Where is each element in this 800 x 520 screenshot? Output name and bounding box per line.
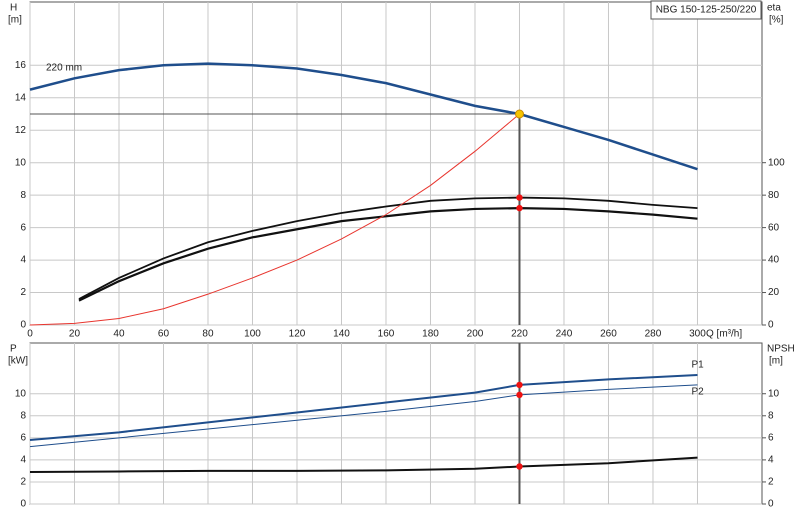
y-tick-label: 2	[20, 287, 26, 298]
x-tick-label: 300	[689, 329, 706, 340]
operating-point	[516, 391, 523, 399]
y2-tick-label: 0	[768, 320, 774, 331]
y2-axis-unit: [m]	[769, 356, 783, 367]
x-axis-label: Q [m³/h]	[706, 329, 742, 340]
y2-tick-label: 4	[768, 455, 774, 466]
x-tick-label: 160	[378, 329, 395, 340]
y2-tick-label: 40	[768, 255, 780, 266]
curve	[29, 384, 698, 448]
curve	[78, 207, 698, 302]
chart-title: NBG 150-125-250/220	[656, 5, 757, 16]
x-tick-label: 60	[158, 329, 170, 340]
plot-frame	[29, 1, 763, 326]
y-tick-label: 0	[20, 499, 26, 510]
y2-axis-label: NPSH	[767, 344, 795, 355]
y-tick-label: 4	[20, 455, 26, 466]
y-tick-label: 16	[15, 60, 27, 71]
y-tick-label: 14	[15, 92, 27, 103]
operating-point	[514, 109, 524, 119]
y-tick-label: 12	[15, 125, 27, 136]
y2-tick-label: 8	[768, 410, 774, 421]
y2-tick-label: 6	[768, 432, 774, 443]
y2-tick-label: 60	[768, 222, 780, 233]
x-tick-label: 140	[333, 329, 350, 340]
x-tick-label: 280	[645, 329, 662, 340]
x-tick-label: 120	[289, 329, 306, 340]
y2-tick-label: 20	[768, 287, 780, 298]
curve	[78, 196, 698, 300]
y-axis-unit: [m]	[8, 15, 22, 26]
curve-annotation: 220 mm	[46, 63, 82, 74]
x-tick-label: 260	[600, 329, 617, 340]
y-axis-unit: [kW]	[8, 356, 28, 367]
y-tick-label: 6	[20, 222, 26, 233]
y-tick-label: 10	[15, 157, 27, 168]
y-tick-label: 2	[20, 477, 26, 488]
curve	[29, 113, 520, 326]
y-tick-label: 0	[20, 320, 26, 331]
y2-tick-label: 0	[768, 499, 774, 510]
x-tick-label: 240	[556, 329, 573, 340]
x-tick-label: 100	[244, 329, 261, 340]
y-tick-label: 6	[20, 432, 26, 443]
x-tick-label: 20	[69, 329, 81, 340]
x-tick-label: 180	[422, 329, 439, 340]
series-label: P1	[691, 360, 704, 371]
series-label: P2	[691, 387, 704, 398]
operating-point	[516, 194, 523, 201]
y-tick-label: 8	[20, 190, 26, 201]
y2-axis-label: eta	[767, 3, 781, 14]
y-axis-label: H	[10, 3, 17, 14]
y-tick-label: 10	[15, 388, 27, 399]
curve	[29, 373, 698, 442]
y-tick-label: 8	[20, 410, 26, 421]
y2-tick-label: 80	[768, 190, 780, 201]
curve	[29, 456, 698, 474]
operating-point	[516, 204, 523, 212]
x-tick-label: 0	[27, 329, 33, 340]
y-tick-label: 4	[20, 255, 26, 266]
x-tick-label: 40	[113, 329, 125, 340]
title-box	[650, 0, 762, 20]
y2-tick-label: 100	[768, 157, 785, 168]
x-tick-label: 200	[467, 329, 484, 340]
y-axis-label: P	[10, 344, 17, 355]
plot-frame	[29, 342, 763, 505]
y2-axis-unit: [%]	[769, 15, 784, 26]
operating-point	[516, 381, 523, 389]
curve	[29, 62, 698, 171]
x-tick-label: 80	[202, 329, 214, 340]
y2-tick-label: 2	[768, 477, 774, 488]
operating-point	[516, 463, 523, 470]
x-tick-label: 220	[511, 329, 528, 340]
y2-tick-label: 10	[768, 388, 780, 399]
